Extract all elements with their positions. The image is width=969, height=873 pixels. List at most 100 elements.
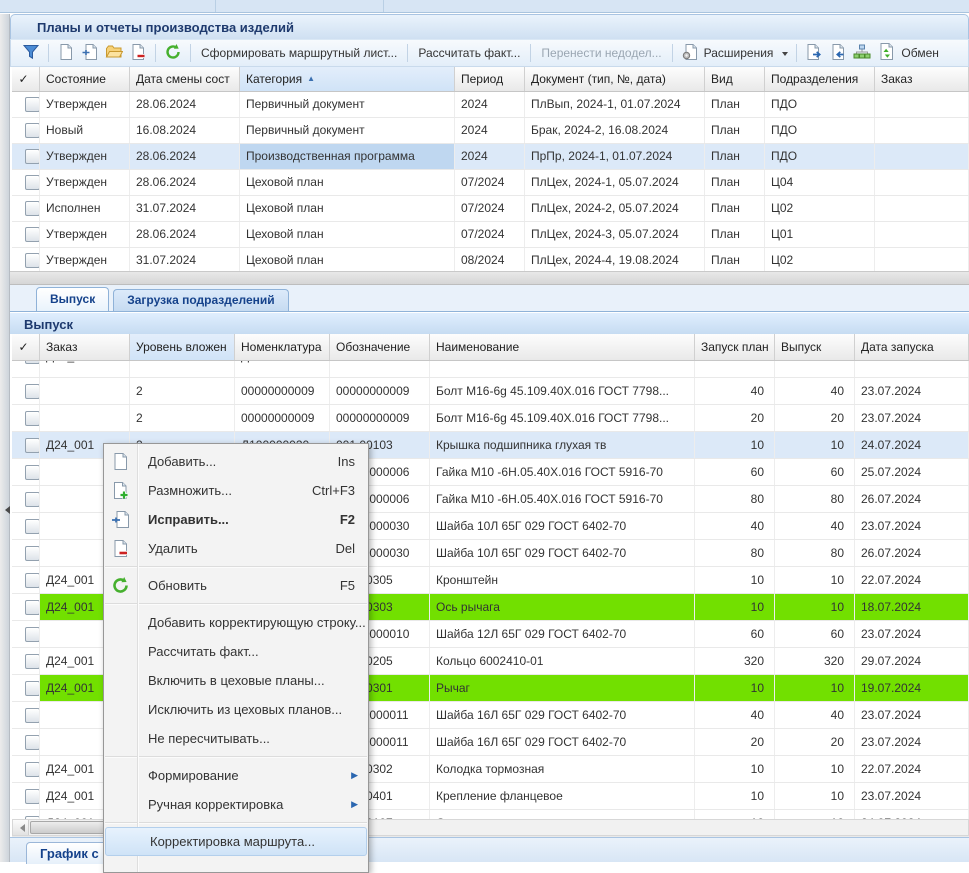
column-header[interactable]: Подразделения <box>765 67 875 91</box>
exchange-button[interactable]: Обмен <box>874 41 947 65</box>
table-cell: 22.07.2024 <box>855 567 969 593</box>
column-header[interactable]: Дата запуска <box>855 334 969 360</box>
column-header[interactable]: Дата смены сост <box>130 67 240 91</box>
column-header[interactable]: ✓ <box>12 334 40 360</box>
row-checkbox[interactable] <box>25 708 39 723</box>
row-checkbox[interactable] <box>25 681 39 696</box>
column-header[interactable]: Обозначение <box>330 334 430 360</box>
row-checkbox[interactable] <box>25 654 39 669</box>
row-checkbox[interactable] <box>25 361 39 364</box>
scroll-left-button[interactable] <box>13 820 29 835</box>
context-menu-item[interactable]: Удалить Del <box>104 534 368 563</box>
table-cell: Ц01 <box>765 222 875 247</box>
delete-button[interactable] <box>126 42 150 65</box>
context-menu-item[interactable]: Формирование ▶ <box>104 761 368 790</box>
row-checkbox[interactable] <box>25 465 39 480</box>
row-checkbox[interactable] <box>25 546 39 561</box>
row-checkbox[interactable] <box>25 600 39 615</box>
column-header[interactable]: ✓ <box>12 67 40 91</box>
context-menu-item[interactable]: Добавить... Ins <box>104 447 368 476</box>
edit-document-icon <box>111 510 130 529</box>
row-checkbox[interactable] <box>25 123 39 138</box>
tab-vypusk[interactable]: Выпуск <box>36 287 110 311</box>
context-menu-item[interactable]: Размножить... Ctrl+F3 <box>104 476 368 505</box>
column-header[interactable]: Вид <box>705 67 765 91</box>
extensions-button[interactable]: Расширения <box>678 42 792 65</box>
context-menu-item-label: Рассчитать факт... <box>148 644 259 659</box>
table-row[interactable]: Утвержден 28.06.2024 Цеховой план 07/2024 Пл… <box>12 170 969 196</box>
schedule-panel-tab[interactable]: График с <box>26 842 113 864</box>
tab-zagruzka-podrazdelenij[interactable]: Загрузка подразделений <box>113 289 289 311</box>
table-cell: Новый <box>40 118 130 143</box>
table-cell: ПлЦех, 2024-3, 05.07.2024 <box>525 222 705 247</box>
column-header[interactable]: Заказ <box>40 334 130 360</box>
column-header[interactable]: Запуск план <box>695 334 775 360</box>
table-row[interactable]: Утвержден 28.06.2024 Цеховой план 07/2024 Пл… <box>12 222 969 248</box>
row-checkbox[interactable] <box>25 149 39 164</box>
context-menu-item[interactable]: Исправить... F2 <box>104 505 368 534</box>
context-menu-item[interactable]: Корректировка маршрута... <box>105 827 367 856</box>
import-button[interactable] <box>826 42 850 65</box>
table-cell: 2 <box>130 378 235 404</box>
column-header[interactable]: Выпуск <box>775 334 855 360</box>
table-row[interactable]: Исполнен 31.07.2024 Цеховой план 07/2024 ПлЦ… <box>12 196 969 222</box>
column-header[interactable]: Номенклатура <box>235 334 330 360</box>
context-menu-item[interactable]: Исключить из цеховых планов... <box>104 695 368 724</box>
table-row[interactable]: Новый 16.08.2024 Первичный документ 2024 Бра… <box>12 118 969 144</box>
context-menu-item[interactable]: Рассчитать факт... <box>104 637 368 666</box>
column-header[interactable]: Документ (тип, №, дата) <box>525 67 705 91</box>
hierarchy-button[interactable] <box>850 42 874 65</box>
row-checkbox[interactable] <box>25 438 39 453</box>
column-header[interactable]: Состояние <box>40 67 130 91</box>
row-checkbox[interactable] <box>25 227 39 242</box>
add-button[interactable] <box>54 42 78 65</box>
table-row[interactable]: 2 00000000009 00000000009 Болт М16-6g 45.10… <box>12 405 969 432</box>
row-checkbox[interactable] <box>25 735 39 750</box>
column-header[interactable]: Наименование <box>430 334 695 360</box>
row-checkbox[interactable] <box>25 573 39 588</box>
row-checkbox[interactable] <box>25 201 39 216</box>
table-cell: 80 <box>695 486 775 512</box>
column-header[interactable]: Период <box>455 67 525 91</box>
open-folder-icon <box>105 43 124 64</box>
table-cell: 00000000009 <box>235 405 330 431</box>
row-checkbox[interactable] <box>25 762 39 777</box>
column-header[interactable]: Уровень вложен <box>130 334 235 360</box>
context-menu-shortcut: Del <box>335 541 355 556</box>
row-checkbox[interactable] <box>25 492 39 507</box>
open-button[interactable] <box>102 42 126 65</box>
table-row[interactable]: Утвержден 28.06.2024 Производственная прог… <box>12 144 969 170</box>
edit-button[interactable] <box>78 42 102 65</box>
context-menu-item[interactable]: Включить в цеховые планы... <box>104 666 368 695</box>
row-checkbox[interactable] <box>25 519 39 534</box>
context-menu-item[interactable]: Добавить корректирующую строку... <box>104 608 368 637</box>
left-panel-splitter[interactable] <box>0 14 10 862</box>
horizontal-splitter[interactable] <box>10 271 969 285</box>
row-checkbox[interactable] <box>25 627 39 642</box>
export-button[interactable] <box>802 42 826 65</box>
row-checkbox[interactable] <box>25 97 39 112</box>
row-checkbox[interactable] <box>25 253 39 268</box>
context-menu-shortcut: Ctrl+F3 <box>312 483 355 498</box>
form-route-list-button[interactable]: Сформировать маршрутный лист... <box>201 46 398 60</box>
row-checkbox[interactable] <box>25 384 39 399</box>
context-menu-item[interactable]: Обновить F5 <box>104 571 368 600</box>
table-cell: 40 <box>775 513 855 539</box>
table-row[interactable]: 2 00000000009 00000000009 Болт М16-6g 45.10… <box>12 378 969 405</box>
row-checkbox[interactable] <box>25 411 39 426</box>
grid-header-row: ✓ Заказ Уровень вложен Номенклатура Обозначе… <box>12 334 969 361</box>
table-cell: ПлЦех, 2024-2, 05.07.2024 <box>525 196 705 221</box>
column-header[interactable]: Категория ▲ <box>240 67 455 91</box>
context-menu-item[interactable]: Не пересчитывать... <box>104 724 368 753</box>
collapse-left-arrow-icon[interactable] <box>1 506 10 514</box>
table-row[interactable]: Утвержден 28.06.2024 Первичный документ 202… <box>12 92 969 118</box>
calc-fact-button[interactable]: Рассчитать факт... <box>418 46 521 60</box>
context-menu-item[interactable]: Ручная корректировка ▶ <box>104 790 368 819</box>
row-checkbox[interactable] <box>25 175 39 190</box>
column-header[interactable]: Заказ <box>875 67 969 91</box>
table-cell: Гайка М10 -6Н.05.40Х.016 ГОСТ 5916-70 <box>430 459 695 485</box>
refresh-button[interactable] <box>161 42 185 65</box>
filter-button[interactable] <box>19 42 43 65</box>
row-checkbox[interactable] <box>25 789 39 804</box>
table-row[interactable]: Д24_001 Д100000020 <box>12 361 969 378</box>
